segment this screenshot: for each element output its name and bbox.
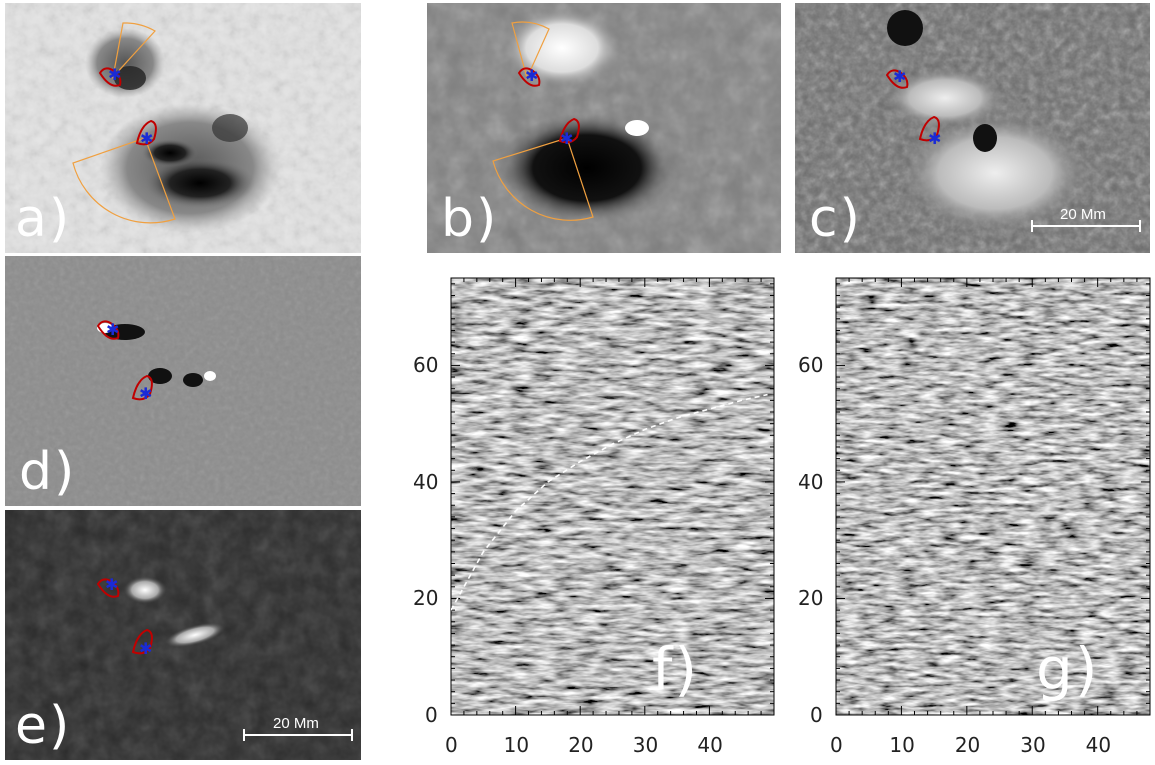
panel-f-heatmap xyxy=(451,278,774,715)
panel-d: ✱ ✱ d) xyxy=(5,256,361,506)
panel-g-x-tick-label: 30 xyxy=(1020,733,1046,757)
panel-f-y-tick-label: 40 xyxy=(413,469,439,494)
panel-f-x-tick-label: 10 xyxy=(503,733,530,757)
panel-f-x-tick-label: 40 xyxy=(697,733,723,757)
panel-b-image: ✱ ✱ xyxy=(427,3,781,253)
panel-g-heatmap xyxy=(836,278,1150,715)
panel-f-y-tick-label: 60 xyxy=(413,353,439,378)
panel-f-x-tick-label: 20 xyxy=(568,733,594,757)
svg-text:✱: ✱ xyxy=(560,129,573,148)
panel-c-scale-tick-right xyxy=(1139,220,1141,232)
panel-g-x-tick-label: 10 xyxy=(889,733,915,757)
panel-d-label: d) xyxy=(19,442,77,502)
panel-a: ✱ ✱ a) xyxy=(5,3,361,253)
panel-f-y-tick-label: 0 xyxy=(425,703,438,727)
panel-b: ✱ ✱ b) xyxy=(427,3,781,253)
panel-d-image: ✱ ✱ xyxy=(5,256,361,506)
panel-g-frame xyxy=(835,277,1151,716)
panel-f-y-tick-label: 20 xyxy=(413,586,439,611)
panel-f-x-tick-label: 0 xyxy=(445,733,458,757)
panel-e: ✱ ✱ e) 20 Mm xyxy=(5,510,361,760)
panel-f-label: f) xyxy=(652,635,700,703)
panel-g-y-tick-label: 0 xyxy=(810,703,823,727)
panel-g-y-tick-label: 40 xyxy=(798,469,824,494)
panel-f-frame xyxy=(450,277,775,716)
panel-f-dashed-curve xyxy=(451,393,768,611)
svg-text:✱: ✱ xyxy=(928,129,941,148)
panel-g-x-tick-label: 20 xyxy=(954,733,981,757)
svg-text:✱: ✱ xyxy=(108,65,121,84)
panel-c-scale-bar xyxy=(1032,225,1140,227)
svg-text:✱: ✱ xyxy=(139,639,152,658)
svg-text:✱: ✱ xyxy=(140,129,153,148)
svg-text:✱: ✱ xyxy=(525,66,538,85)
svg-text:✱: ✱ xyxy=(106,320,119,339)
svg-text:✱: ✱ xyxy=(139,384,152,403)
panel-c-label: c) xyxy=(809,189,862,249)
panel-g-x-tick-label: 40 xyxy=(1085,733,1112,757)
panel-c: ✱ ✱ c) 20 Mm xyxy=(795,3,1150,253)
panel-g-x-tick-label: 0 xyxy=(830,733,843,757)
panel-e-scale-tick-right xyxy=(351,729,353,741)
panel-f-x-tick-label: 30 xyxy=(632,733,659,757)
panel-b-label: b) xyxy=(441,189,499,249)
svg-text:✱: ✱ xyxy=(893,67,906,86)
panel-c-scale-tick-left xyxy=(1031,220,1033,232)
panel-c-image: ✱ ✱ xyxy=(795,3,1150,253)
svg-text:✱: ✱ xyxy=(105,575,118,594)
panel-g-y-tick-label: 60 xyxy=(798,353,824,378)
panel-e-scale-label: 20 Mm xyxy=(273,715,319,732)
panel-a-label: a) xyxy=(15,189,72,249)
panel-c-scale-label: 20 Mm xyxy=(1060,206,1106,223)
panel-a-image: ✱ ✱ xyxy=(5,3,361,253)
panel-g-y-tick-label: 20 xyxy=(798,586,824,611)
panel-g-label: g) xyxy=(1036,635,1100,703)
panel-e-scale-tick-left xyxy=(243,729,245,741)
panel-e-scale-bar xyxy=(244,734,352,736)
panel-e-image: ✱ ✱ xyxy=(5,510,361,760)
panel-e-label: e) xyxy=(15,696,72,756)
